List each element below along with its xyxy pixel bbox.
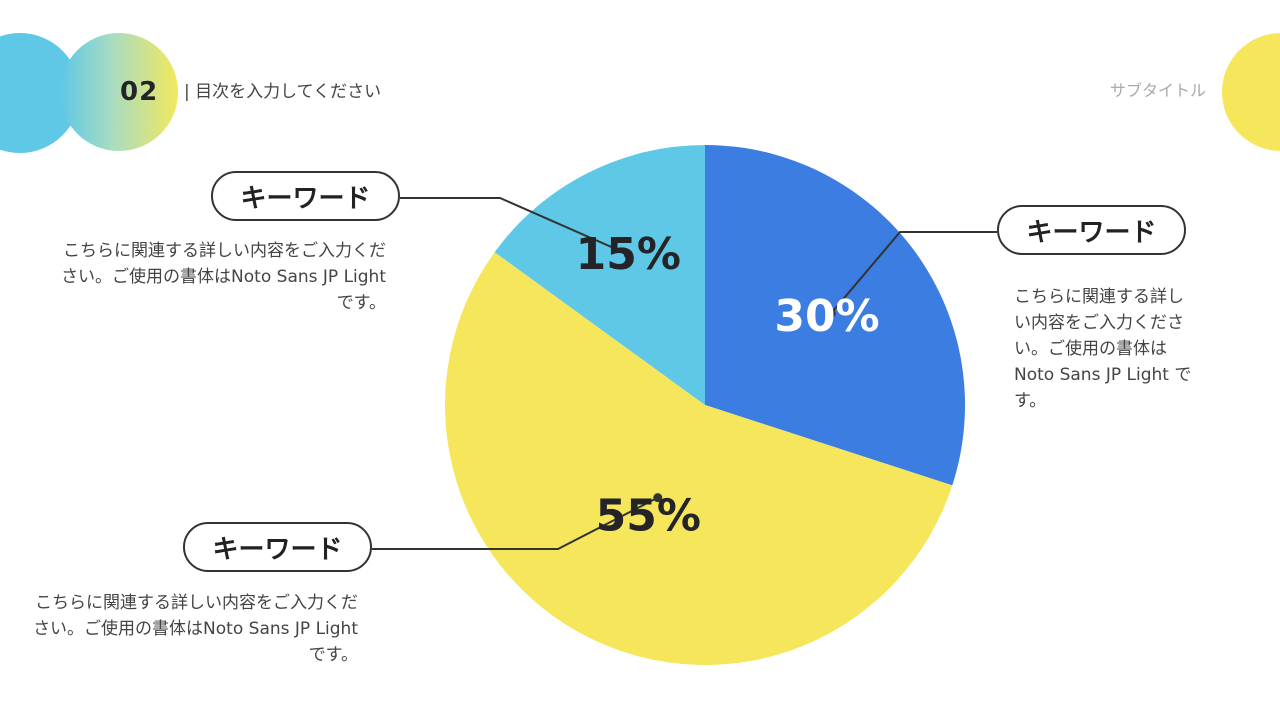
decor-circle-gradient: [60, 33, 178, 151]
pie-label-30: 30%: [774, 291, 879, 342]
leader-dot-15: [623, 249, 633, 259]
slice-15: [494, 145, 705, 405]
slice-55: [445, 252, 953, 665]
leader-dot-55: [653, 493, 663, 503]
pie-slices: [445, 145, 965, 665]
keyword-pill-55: キーワード: [183, 522, 372, 572]
description-15: こちらに関連する詳しい内容をご入力ください。ご使用の書体はNoto Sans J…: [61, 241, 386, 313]
keyword-pill-15: キーワード: [211, 171, 400, 221]
keyword-pill-30: キーワード: [997, 205, 1186, 255]
leader-line-30: [830, 231, 997, 314]
pie-labels: 30% 55% 15%: [576, 229, 880, 542]
toc-text: | 目次を入力してください: [184, 82, 382, 102]
leader-line-15: [400, 197, 629, 256]
pie-label-15: 15%: [576, 229, 681, 280]
leader-lines: [372, 197, 997, 550]
description-55: こちらに関連する詳しい内容をご入力ください。ご使用の書体はNoto Sans J…: [33, 593, 358, 665]
leader-line-55: [372, 496, 659, 550]
subtitle: サブタイトル: [1109, 81, 1206, 100]
description-30: こちらに関連する詳しい内容をご入力ください。ご使用の書体はNoto Sans J…: [1014, 287, 1192, 411]
leader-dot-30: [826, 308, 836, 318]
section-number: 02: [120, 77, 159, 107]
pie-label-55: 55%: [596, 491, 701, 542]
